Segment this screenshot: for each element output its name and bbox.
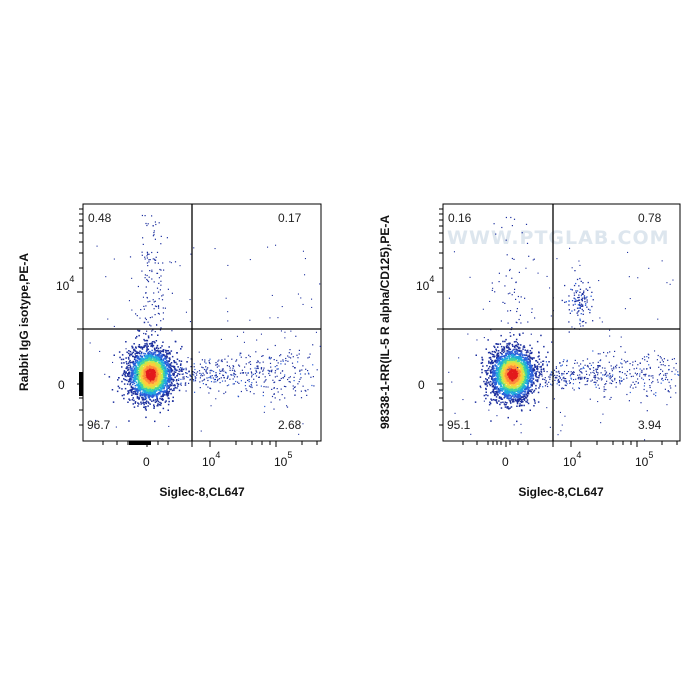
x-tick-1e4: 104 xyxy=(563,450,581,469)
quadrant-upper-right-value: 0.17 xyxy=(278,211,302,225)
quadrant-upper-right-value: 0.78 xyxy=(638,211,662,225)
x-tick-0: 0 xyxy=(143,455,150,469)
y-tick-0: 0 xyxy=(418,378,425,392)
x-tick-1e4: 104 xyxy=(202,450,220,469)
x-tick-1e5: 105 xyxy=(635,450,653,469)
quadrant-lower-right-value: 2.68 xyxy=(278,418,302,432)
quadrant-upper-left-value: 0.48 xyxy=(88,211,112,225)
y-axis-label: Rabbit IgG isotype,PE-A xyxy=(17,253,31,391)
x-axis-ticks xyxy=(462,441,678,447)
quadrant-lower-left-value: 95.1 xyxy=(447,418,471,432)
il5r-alpha-plot: WWW.PTGLAB.COM 0.16 0.78 95.1 3.94 xyxy=(378,203,681,499)
y-axis-label: 98338-1-RR(IL-5 R alpha/CD125),PE-A xyxy=(378,215,392,429)
quadrant-upper-left-value: 0.16 xyxy=(448,211,472,225)
event-dots xyxy=(89,214,321,435)
y-tick-1e4: 104 xyxy=(56,274,74,293)
y-axis-ticks xyxy=(437,208,443,426)
quadrant-lower-left-value: 96.7 xyxy=(87,418,111,432)
plot-frame xyxy=(442,203,681,442)
x-tick-0: 0 xyxy=(502,455,509,469)
y-tick-1e4: 104 xyxy=(416,274,434,293)
x-tick-1e5: 105 xyxy=(274,450,292,469)
x-axis-label: Siglec-8,CL647 xyxy=(159,485,245,499)
y-axis-dense-ticks xyxy=(79,372,83,396)
x-axis-label: Siglec-8,CL647 xyxy=(518,485,604,499)
x-axis-dense-ticks xyxy=(129,441,151,445)
event-dots xyxy=(448,216,680,441)
quadrant-lower-right-value: 3.94 xyxy=(638,418,662,432)
isotype-control-plot: 0.48 0.17 96.7 2.68 0 xyxy=(17,203,322,499)
y-tick-0: 0 xyxy=(58,378,65,392)
watermark: WWW.PTGLAB.COM xyxy=(447,227,670,249)
plot-frame xyxy=(82,203,322,442)
